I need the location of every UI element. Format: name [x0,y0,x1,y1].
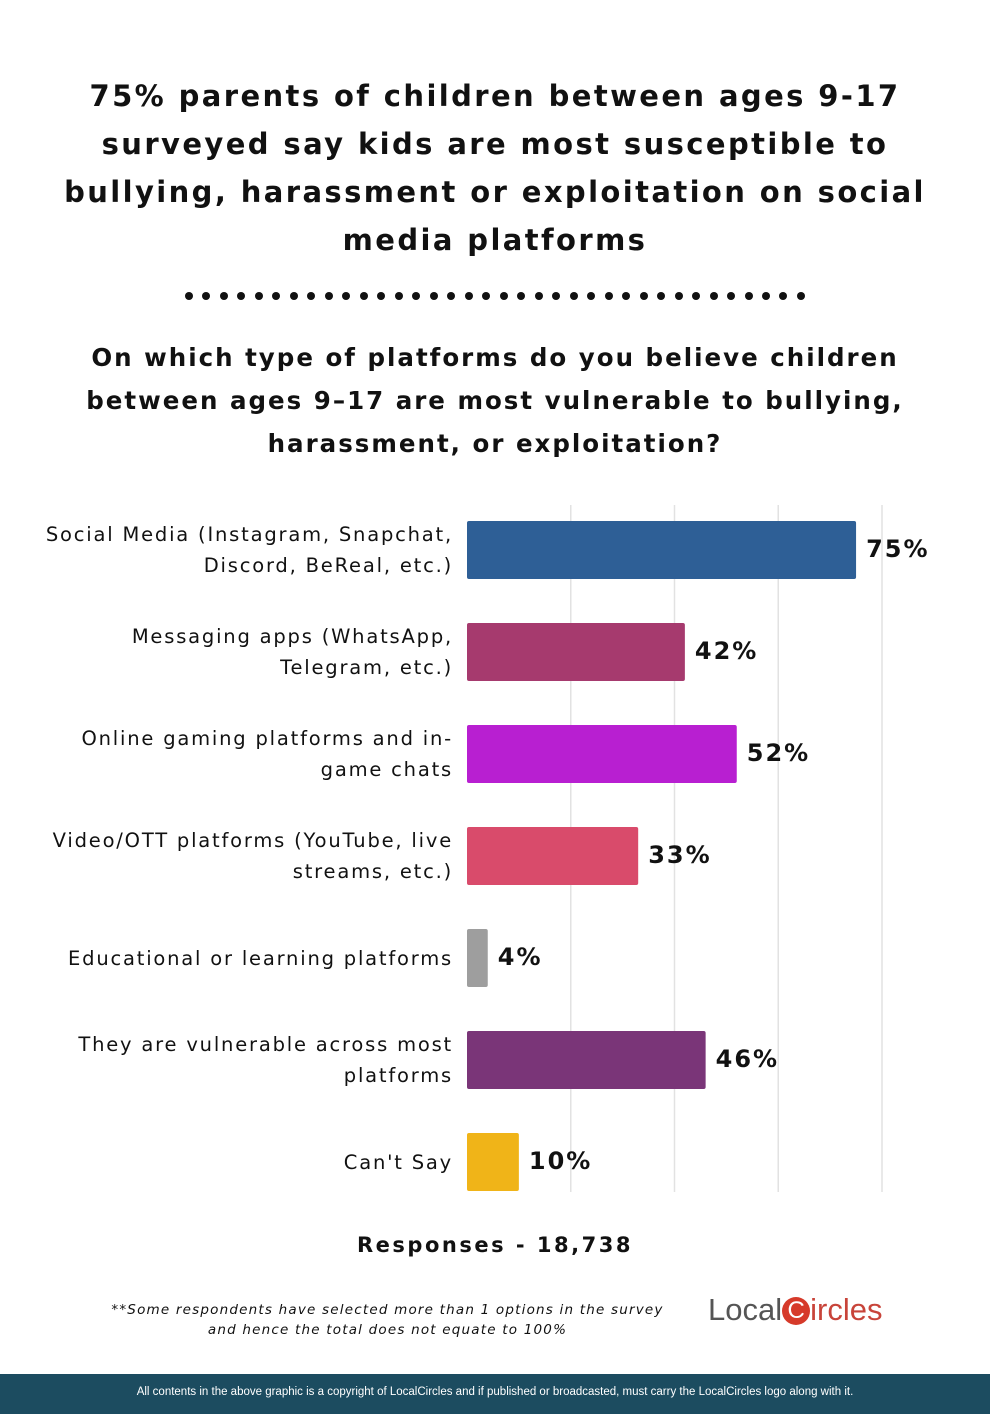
divider-dot [622,292,631,300]
divider-dot [219,292,228,300]
divider-dot [237,292,246,300]
divider-dot [447,292,456,300]
divider-dot [412,292,421,300]
divider-dot [796,292,805,300]
category-label: Messaging apps (WhatsApp, Telegram, etc.… [131,625,453,679]
divider-dot [307,292,316,300]
divider-dot [534,292,543,300]
divider-dot [517,292,526,300]
divider-dot [464,292,473,300]
chart-title: On which type of platforms do you believ… [86,343,904,458]
divider-dot [482,292,491,300]
bar [467,623,685,681]
data-label: 42% [694,637,759,665]
divider-dot [639,292,648,300]
divider-dot [499,292,508,300]
divider-dot [569,292,578,300]
divider-dot [587,292,596,300]
data-label: 52% [746,739,811,767]
footnote: **Some respondents have selected more th… [111,1302,664,1338]
bar [467,1031,706,1089]
category-label: Educational or learning platforms [68,946,453,970]
divider-dot [429,292,438,300]
divider-dot [674,292,683,300]
divider-dot [552,292,561,300]
dotted-divider [185,286,805,306]
divider-dot [324,292,333,300]
category-label: They are vulnerable across most platform… [78,1033,453,1087]
bar [467,1133,519,1191]
category-label: Social Media (Instagram, Snapchat, Disco… [45,523,453,577]
bar [467,521,857,579]
divider-dot [377,292,386,300]
divider-dot [779,292,788,300]
divider-dot [185,292,193,300]
divider-dot [709,292,718,300]
data-label: 4% [497,943,543,971]
data-label: 75% [866,535,930,563]
divider-dot [394,292,403,300]
divider-dot [657,292,666,300]
divider-dot [272,292,281,300]
bar [467,725,737,783]
data-label: 33% [648,841,712,869]
divider-dot [342,292,351,300]
data-label: 10% [528,1147,593,1175]
bar [467,929,488,987]
divider-dot [761,292,770,300]
divider-dot [202,292,211,300]
copyright-footer: All contents in the above graphic is a c… [0,1374,990,1414]
divider-dot [744,292,753,300]
responses-count: Responses - 18,738 [357,1233,633,1257]
divider-dot [692,292,701,300]
category-label: Can't Say [343,1150,453,1174]
page-title: 75% parents of children between ages 9-1… [64,79,926,257]
bar-chart [467,505,883,1192]
divider-dot [289,292,298,300]
divider-dot [727,292,736,300]
divider-dot [359,292,368,300]
data-label: 46% [715,1045,780,1073]
category-label: Video/OTT platforms (YouTube, live strea… [52,829,453,883]
divider-dot [254,292,263,300]
category-label: Online gaming platforms and in-game chat… [81,727,453,781]
bar [467,827,639,885]
divider-dot [604,292,613,300]
